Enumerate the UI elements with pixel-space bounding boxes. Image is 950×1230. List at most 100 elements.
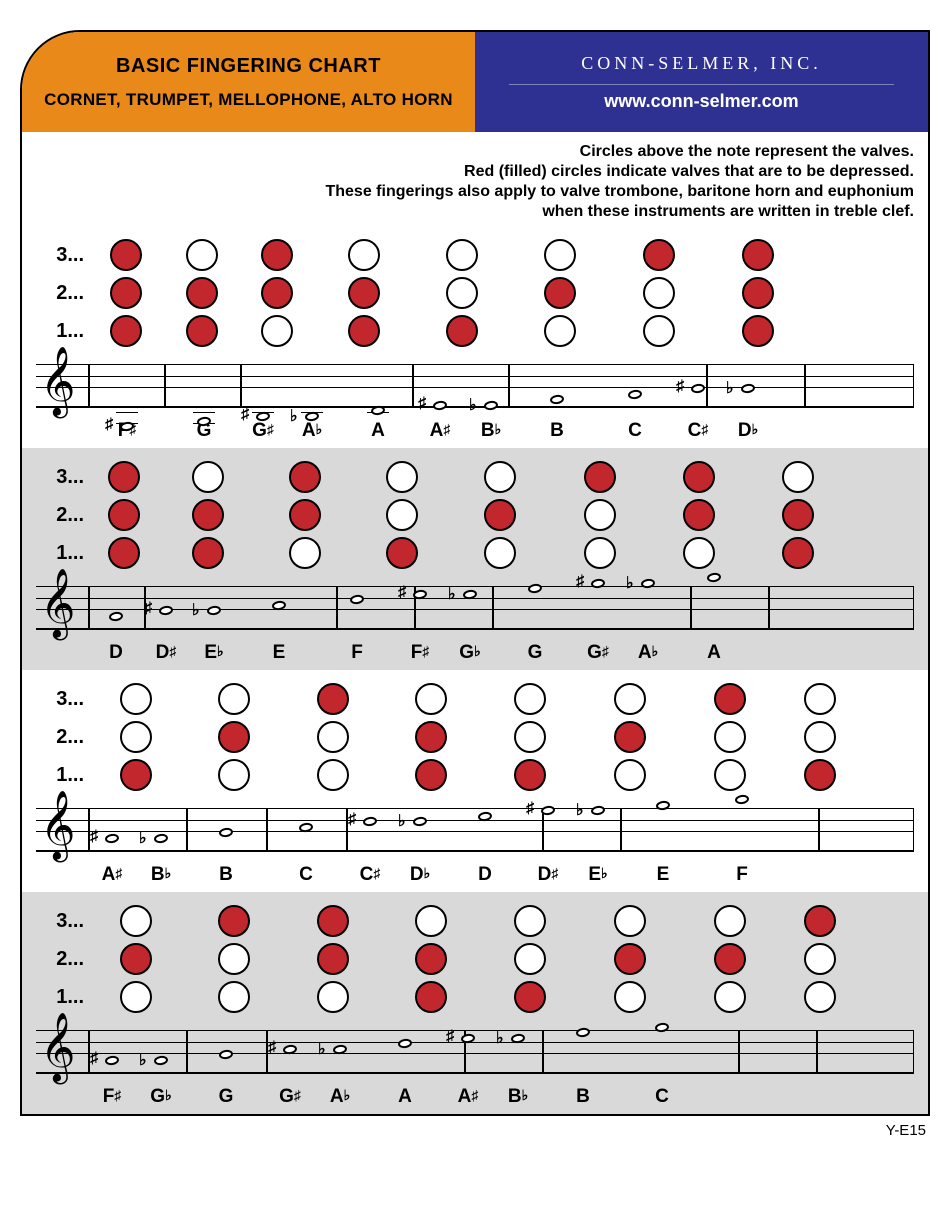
- instruction-line: Circles above the note represent the val…: [36, 142, 914, 162]
- page-footer-code: Y-E15: [0, 1116, 950, 1159]
- fingering-chart-page: BASIC FINGERING CHART CORNET, TRUMPET, M…: [20, 30, 930, 1116]
- note-label: C♯: [674, 420, 722, 442]
- note-label: F♯: [88, 1086, 136, 1108]
- valve-row-labels: 3...2...1...: [36, 458, 84, 572]
- valve-column: [284, 902, 382, 1016]
- note-label: G: [496, 642, 574, 664]
- valve-circle: [514, 905, 546, 937]
- valve-circle: [186, 239, 218, 271]
- note-label: A: [340, 420, 416, 442]
- valve-circle: [804, 759, 836, 791]
- valve-circle: [782, 499, 814, 531]
- fingering-section: 3...2...1...𝄞♯♭♯♭♯♭F♯G♭GG♯A♭AA♯B♭BC: [22, 892, 928, 1114]
- valve-circle: [714, 943, 746, 975]
- valve-circle: [289, 499, 321, 531]
- valve-column: [510, 236, 610, 350]
- accidental-icon: ♭: [398, 811, 406, 831]
- valve-circle: [110, 315, 142, 347]
- music-staff: 𝄞♯♭♯♭♯♭: [36, 800, 914, 862]
- valve-column: [650, 458, 748, 572]
- whole-note-icon: [706, 572, 721, 583]
- valve-circle: [348, 315, 380, 347]
- whole-note-icon: [370, 405, 385, 416]
- valve-circle: [614, 943, 646, 975]
- valve-row-label: 2...: [36, 274, 84, 312]
- fingering-section: 3...2...1...𝄞♯♭♯♭♯♭DD♯E♭EFF♯G♭GG♯A♭A: [22, 448, 928, 670]
- valve-column: [256, 458, 354, 572]
- valve-area: 3...2...1...: [36, 902, 914, 1016]
- staff-wrap: 𝄞♯♭♯♭♯♭: [36, 1022, 914, 1084]
- valve-circle: [484, 461, 516, 493]
- whole-note-icon: [734, 794, 749, 805]
- barline: [913, 808, 915, 852]
- valve-row-labels: 3...2...1...: [36, 680, 84, 794]
- accidental-icon: ♭: [576, 800, 584, 820]
- staff-lines: [36, 1030, 914, 1074]
- valve-column: [284, 680, 382, 794]
- valve-circle: [614, 721, 646, 753]
- music-staff: 𝄞♯♯♭♯♭♯♭: [36, 356, 914, 418]
- note-label: G♯: [266, 1086, 314, 1108]
- accidental-icon: ♯: [268, 1039, 276, 1057]
- note-label: A: [674, 642, 754, 664]
- note-label: D: [88, 642, 144, 664]
- valve-circle: [120, 981, 152, 1013]
- barline: [240, 364, 242, 408]
- accidental-icon: ♭: [139, 828, 147, 848]
- valve-row-label: 3...: [36, 902, 84, 940]
- valve-column: [160, 458, 256, 572]
- barline: [706, 364, 708, 408]
- fingering-section: 3...2...1...𝄞♯♭♯♭♯♭A♯B♭BCC♯D♭DD♯E♭EF: [22, 670, 928, 892]
- music-staff: 𝄞♯♭♯♭♯♭: [36, 578, 914, 640]
- note-label: F♯: [396, 642, 444, 664]
- valve-circle: [514, 943, 546, 975]
- valve-circle: [120, 759, 152, 791]
- accidental-icon: ♭: [496, 1028, 504, 1048]
- valve-column: [610, 236, 708, 350]
- barline: [88, 364, 90, 408]
- note-label: G♯: [574, 642, 622, 664]
- barline: [804, 364, 806, 408]
- valve-circle: [348, 277, 380, 309]
- whole-note-icon: [432, 400, 447, 411]
- valve-circle: [804, 905, 836, 937]
- note-label: D♭: [722, 420, 774, 442]
- valve-circle: [514, 981, 546, 1013]
- valve-circle: [714, 721, 746, 753]
- valve-row-labels: 3...2...1...: [36, 902, 84, 1016]
- valve-row-label: 1...: [36, 756, 84, 794]
- valve-circle: [415, 683, 447, 715]
- barline: [266, 808, 268, 852]
- valve-circle: [544, 239, 576, 271]
- valve-column: [780, 680, 860, 794]
- valve-circle: [120, 905, 152, 937]
- fingering-section: 3...2...1...𝄞♯♯♭♯♭♯♭F♯GG♯A♭AA♯B♭BCC♯D♭: [22, 226, 928, 448]
- header-right: CONN-SELMER, INC. www.conn-selmer.com: [475, 32, 928, 132]
- valve-column: [550, 458, 650, 572]
- valve-circle: [317, 683, 349, 715]
- note-label: B: [186, 864, 266, 886]
- valve-column: [382, 902, 480, 1016]
- note-label: C: [622, 1086, 702, 1108]
- barline: [88, 586, 90, 630]
- valve-area: 3...2...1...: [36, 236, 914, 350]
- valve-row-label: 1...: [36, 534, 84, 572]
- valve-circle: [782, 461, 814, 493]
- instruction-line: These fingerings also apply to valve tro…: [36, 182, 914, 202]
- valve-circle: [317, 943, 349, 975]
- valve-area: 3...2...1...: [36, 680, 914, 794]
- valve-column: [708, 236, 808, 350]
- valve-column: [88, 236, 164, 350]
- valve-column: [680, 902, 780, 1016]
- valve-circle: [108, 499, 140, 531]
- valve-column: [88, 902, 184, 1016]
- treble-clef-icon: 𝄞: [40, 794, 75, 856]
- valve-grid: [88, 680, 914, 794]
- note-labels-row: F♯GG♯A♭AA♯B♭BCC♯D♭: [36, 420, 914, 442]
- note-label: C: [266, 864, 346, 886]
- accidental-icon: ♯: [418, 395, 426, 413]
- valve-circle: [804, 721, 836, 753]
- barline: [816, 1030, 818, 1074]
- treble-clef-icon: 𝄞: [40, 1016, 75, 1078]
- valve-row-label: 1...: [36, 312, 84, 350]
